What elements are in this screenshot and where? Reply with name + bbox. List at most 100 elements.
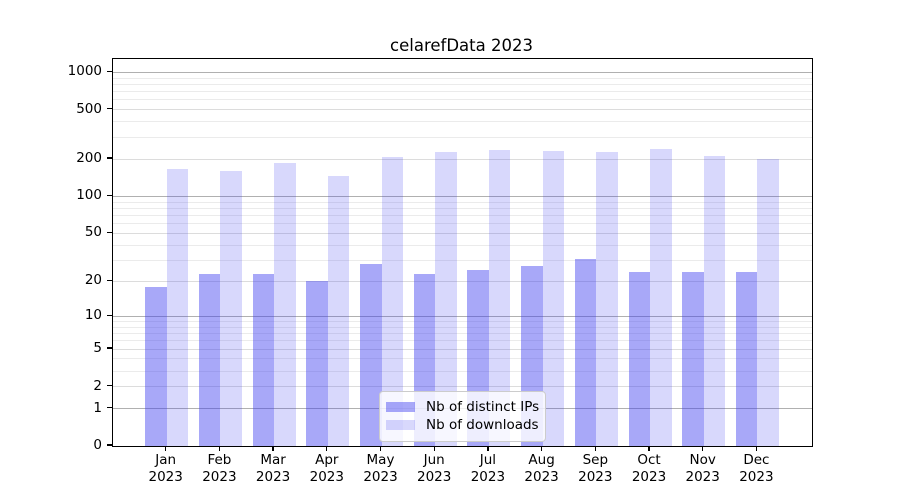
y-tick-mark [107,231,112,234]
gridline-minor [113,259,812,261]
x-tick-label-mar: Mar 2023 [255,452,291,485]
legend-swatch-distinct-ips [386,401,415,413]
x-tick-label-feb: Feb 2023 [202,452,237,485]
gridline-labeled [113,386,812,388]
gridline-minor [113,320,812,322]
y-tick-mark [107,194,112,197]
y-tick-label: 500 [76,100,102,117]
legend-entry-downloads: Nb of downloads [386,417,539,433]
bar-distinct-ips-apr [306,281,328,446]
gridline-major [113,195,812,197]
x-tick-mark [540,446,543,452]
x-tick-mark [272,446,274,452]
gridline-labeled [113,232,812,234]
y-tick-label: 1000 [67,63,102,80]
x-tick-label-dec: Dec 2023 [739,452,774,485]
gridline-minor [113,326,812,328]
bar-distinct-ips-oct [628,271,650,446]
bar-downloads-nov [703,156,726,446]
bar-downloads-may [381,157,403,446]
bar-downloads-jun [435,152,457,446]
y-tick-label: 200 [76,150,102,167]
bar-downloads-feb [220,171,242,446]
x-tick-mark [165,446,167,452]
y-tick-label: 0 [93,437,102,453]
bar-distinct-ips-sep [574,258,597,446]
x-tick-mark [755,446,758,452]
x-tick-label-oct: Oct 2023 [631,452,667,485]
gridline-major [113,71,812,73]
legend-swatch-downloads [386,419,415,431]
bar-downloads-apr [327,176,350,446]
gridline-minor [113,214,812,216]
legend-label-downloads: Nb of downloads [426,417,539,433]
gridline-minor [113,77,812,79]
y-tick-mark [107,157,112,159]
y-tick-mark [107,108,112,110]
y-tick-mark [107,384,112,387]
gridline-minor [113,358,812,360]
bar-downloads-sep [596,152,618,446]
y-tick-label: 2 [93,377,102,394]
bar-downloads-oct [650,149,672,446]
bar-downloads-jan [166,168,189,446]
bar-downloads-dec [757,158,779,446]
gridline-minor [113,370,812,372]
y-tick-mark [107,70,112,73]
y-tick-mark [107,279,112,282]
x-tick-mark [433,446,435,452]
x-tick-mark [379,446,382,452]
y-tick-mark [107,347,112,349]
y-tick-label: 5 [93,340,102,357]
plot-area [112,58,813,447]
gridline-minor [113,340,812,342]
gridline-minor [113,207,812,209]
chart-title: celarefData 2023 [390,36,533,55]
x-tick-mark [702,446,704,452]
bar-distinct-ips-dec [735,271,758,446]
gridline-minor [113,223,812,225]
legend: Nb of distinct IPs Nb of downloads [379,391,546,442]
bar-distinct-ips-jan [145,286,167,446]
gridline-minor [113,136,812,138]
gridline-minor [113,99,812,101]
y-tick-mark [107,314,112,316]
bar-downloads-jul [488,150,511,446]
gridline-minor [113,201,812,203]
y-tick-label: 10 [84,307,102,324]
gridline-labeled [113,280,812,282]
x-tick-mark [326,446,328,452]
x-tick-label-jan: Jan 2023 [148,452,183,485]
x-tick-label-may: May 2023 [363,452,398,485]
x-tick-label-jul: Jul 2023 [470,452,506,485]
x-tick-mark [218,446,221,452]
gridline-minor [113,91,812,93]
y-tick-label: 50 [84,224,102,241]
bar-distinct-ips-mar [252,274,275,446]
x-tick-label-jun: Jun 2023 [417,452,452,485]
bar-distinct-ips-may [360,263,382,446]
y-tick-label: 20 [84,272,102,289]
gridline-labeled [113,109,812,111]
y-tick-mark [107,406,112,409]
legend-label-distinct-ips: Nb of distinct IPs [426,399,540,415]
legend-entry-distinct-ips: Nb of distinct IPs [386,399,540,415]
gridline-minor [113,333,812,335]
x-tick-label-sep: Sep 2023 [578,452,613,485]
gridline-labeled [113,158,812,160]
x-tick-mark [487,446,489,452]
x-tick-label-apr: Apr 2023 [309,452,344,485]
y-tick-mark [107,444,112,446]
x-tick-mark [594,446,596,452]
x-tick-label-aug: Aug 2023 [524,452,559,485]
gridline-major [113,315,812,317]
x-tick-mark [648,446,650,452]
x-tick-label-nov: Nov 2023 [685,452,720,485]
bar-downloads-mar [274,162,296,446]
y-tick-label: 100 [76,187,102,204]
bar-distinct-ips-nov [682,271,704,446]
bar-distinct-ips-feb [198,274,221,446]
gridline-labeled [113,348,812,350]
gridline-minor [113,83,812,85]
